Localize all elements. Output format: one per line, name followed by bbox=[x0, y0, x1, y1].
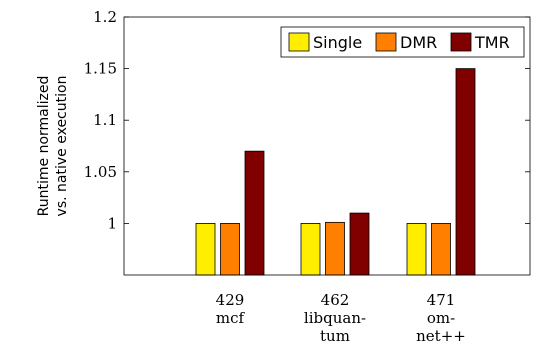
bar-tmr-1 bbox=[244, 150, 265, 276]
x-category-label-line: mcf bbox=[216, 309, 246, 327]
x-category-label-line: libquan- bbox=[304, 309, 366, 327]
y-tick-label: 1.05 bbox=[84, 163, 117, 181]
plot-frame bbox=[123, 16, 531, 276]
y-tick-label: 1 bbox=[107, 214, 117, 232]
y-axis-title-line: vs. native execution bbox=[54, 76, 70, 217]
x-category-label: 429 mcf bbox=[216, 291, 246, 327]
legend-label-tmr: TMR bbox=[474, 33, 510, 52]
x-axis-category-labels: 429 mcf 462 libquan-tum 471 om-net++ bbox=[216, 291, 466, 345]
bar-dmr-3 bbox=[431, 222, 451, 276]
y-axis-ticks: 1 1.05 1.1 1.15 1.2 bbox=[84, 8, 530, 232]
y-axis-title: Runtime normalized vs. native execution bbox=[36, 76, 70, 217]
x-category-label-line: tum bbox=[320, 327, 350, 345]
bar-single-2 bbox=[300, 222, 321, 276]
legend-swatch-dmr bbox=[375, 32, 397, 52]
y-axis-label: Runtime normalized vs. native execution bbox=[36, 76, 70, 217]
y-tick-label: 1.1 bbox=[93, 111, 117, 129]
bar-tmr-2 bbox=[349, 212, 370, 276]
bar-dmr-1 bbox=[220, 222, 240, 276]
legend-swatch-single bbox=[288, 32, 310, 52]
y-tick-label: 1.15 bbox=[84, 60, 117, 78]
legend-box bbox=[280, 26, 525, 58]
bar-single-3 bbox=[406, 222, 427, 276]
x-category-label-line: 471 bbox=[427, 291, 456, 309]
x-category-label-line: net++ bbox=[416, 327, 466, 345]
x-category-label-line: 462 bbox=[321, 291, 350, 309]
legend-label-dmr: DMR bbox=[400, 33, 437, 52]
x-category-label: 471 om-net++ bbox=[416, 291, 466, 345]
bars bbox=[195, 68, 476, 276]
x-category-label-line: 429 bbox=[216, 291, 245, 309]
x-category-label: 462 libquan-tum bbox=[304, 291, 366, 345]
bar-single-1 bbox=[195, 222, 216, 276]
y-tick-label: 1.2 bbox=[93, 8, 117, 26]
legend-label-single: Single bbox=[313, 33, 362, 52]
y-axis-title-line: Runtime normalized bbox=[36, 76, 52, 217]
legend-swatch-tmr bbox=[450, 32, 472, 52]
bar-tmr-3 bbox=[455, 68, 476, 276]
bar-dmr-2 bbox=[325, 221, 345, 276]
x-category-label-line: om- bbox=[427, 309, 455, 327]
legend: Single DMR TMR bbox=[280, 26, 525, 58]
